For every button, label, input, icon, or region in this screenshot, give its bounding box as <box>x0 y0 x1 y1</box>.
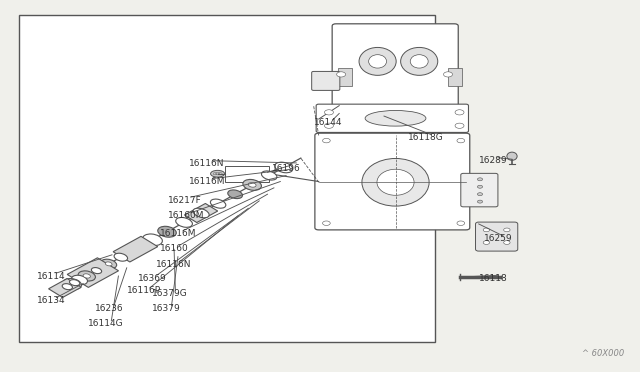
FancyBboxPatch shape <box>312 71 340 90</box>
Text: 16114G: 16114G <box>88 319 124 328</box>
Circle shape <box>324 123 333 128</box>
Ellipse shape <box>72 275 88 285</box>
Ellipse shape <box>369 55 387 68</box>
Ellipse shape <box>365 110 426 126</box>
Circle shape <box>504 241 510 244</box>
Ellipse shape <box>70 280 80 286</box>
Circle shape <box>455 110 464 115</box>
Text: 16289: 16289 <box>479 156 508 165</box>
FancyBboxPatch shape <box>315 133 470 230</box>
Ellipse shape <box>158 226 176 237</box>
Text: 16379: 16379 <box>152 304 181 313</box>
Ellipse shape <box>410 55 428 68</box>
Ellipse shape <box>106 262 112 266</box>
Polygon shape <box>49 279 81 298</box>
Text: 16116P: 16116P <box>127 286 161 295</box>
Text: 16236: 16236 <box>95 304 124 313</box>
Ellipse shape <box>359 48 396 75</box>
Ellipse shape <box>228 190 243 199</box>
FancyBboxPatch shape <box>461 173 498 207</box>
Ellipse shape <box>193 208 209 218</box>
Circle shape <box>477 200 483 203</box>
Text: 16134: 16134 <box>37 296 66 305</box>
Ellipse shape <box>275 162 292 173</box>
Text: 16196: 16196 <box>272 164 301 173</box>
Circle shape <box>483 241 490 244</box>
Bar <box>225 166 269 182</box>
Text: 16116N: 16116N <box>189 159 225 168</box>
Ellipse shape <box>507 152 517 160</box>
Circle shape <box>504 228 510 232</box>
Circle shape <box>324 110 333 115</box>
Circle shape <box>323 221 330 225</box>
Ellipse shape <box>401 48 438 75</box>
Text: 16160M: 16160M <box>168 211 204 220</box>
Bar <box>338 68 352 86</box>
Ellipse shape <box>143 234 163 246</box>
Circle shape <box>457 221 465 225</box>
Text: 16259: 16259 <box>484 234 513 243</box>
Ellipse shape <box>78 271 95 281</box>
Ellipse shape <box>362 158 429 206</box>
Circle shape <box>444 72 452 77</box>
Ellipse shape <box>262 171 277 180</box>
Ellipse shape <box>100 259 116 269</box>
Circle shape <box>477 185 483 188</box>
Polygon shape <box>184 203 218 222</box>
Text: 16144: 16144 <box>314 118 342 127</box>
Text: 16116M: 16116M <box>189 177 226 186</box>
Ellipse shape <box>248 183 256 187</box>
Ellipse shape <box>176 218 193 227</box>
Bar <box>448 68 462 86</box>
Text: 16160: 16160 <box>160 244 189 253</box>
Circle shape <box>337 72 346 77</box>
Circle shape <box>457 138 465 143</box>
Ellipse shape <box>377 169 414 195</box>
Ellipse shape <box>63 279 81 289</box>
FancyBboxPatch shape <box>476 222 518 251</box>
Polygon shape <box>113 236 157 262</box>
Polygon shape <box>67 258 118 288</box>
Text: 16217F: 16217F <box>168 196 202 205</box>
Ellipse shape <box>114 253 127 261</box>
Bar <box>19 15 435 342</box>
Ellipse shape <box>211 199 226 208</box>
Text: 16379G: 16379G <box>152 289 188 298</box>
Text: ^ 60X000: ^ 60X000 <box>582 349 624 358</box>
Text: 16116N: 16116N <box>156 260 191 269</box>
Circle shape <box>477 178 483 181</box>
Text: 16369: 16369 <box>138 274 166 283</box>
Ellipse shape <box>211 170 225 177</box>
Circle shape <box>323 138 330 143</box>
Text: 16114: 16114 <box>37 272 66 280</box>
FancyBboxPatch shape <box>332 24 458 108</box>
Ellipse shape <box>92 267 102 274</box>
Circle shape <box>477 193 483 196</box>
Circle shape <box>455 123 464 128</box>
Text: 16116M: 16116M <box>160 229 196 238</box>
Circle shape <box>483 228 490 232</box>
Text: 16118: 16118 <box>479 274 508 283</box>
Ellipse shape <box>62 283 72 290</box>
Ellipse shape <box>83 274 90 278</box>
Text: 16118G: 16118G <box>408 133 444 142</box>
Ellipse shape <box>243 179 261 190</box>
FancyBboxPatch shape <box>316 104 468 132</box>
